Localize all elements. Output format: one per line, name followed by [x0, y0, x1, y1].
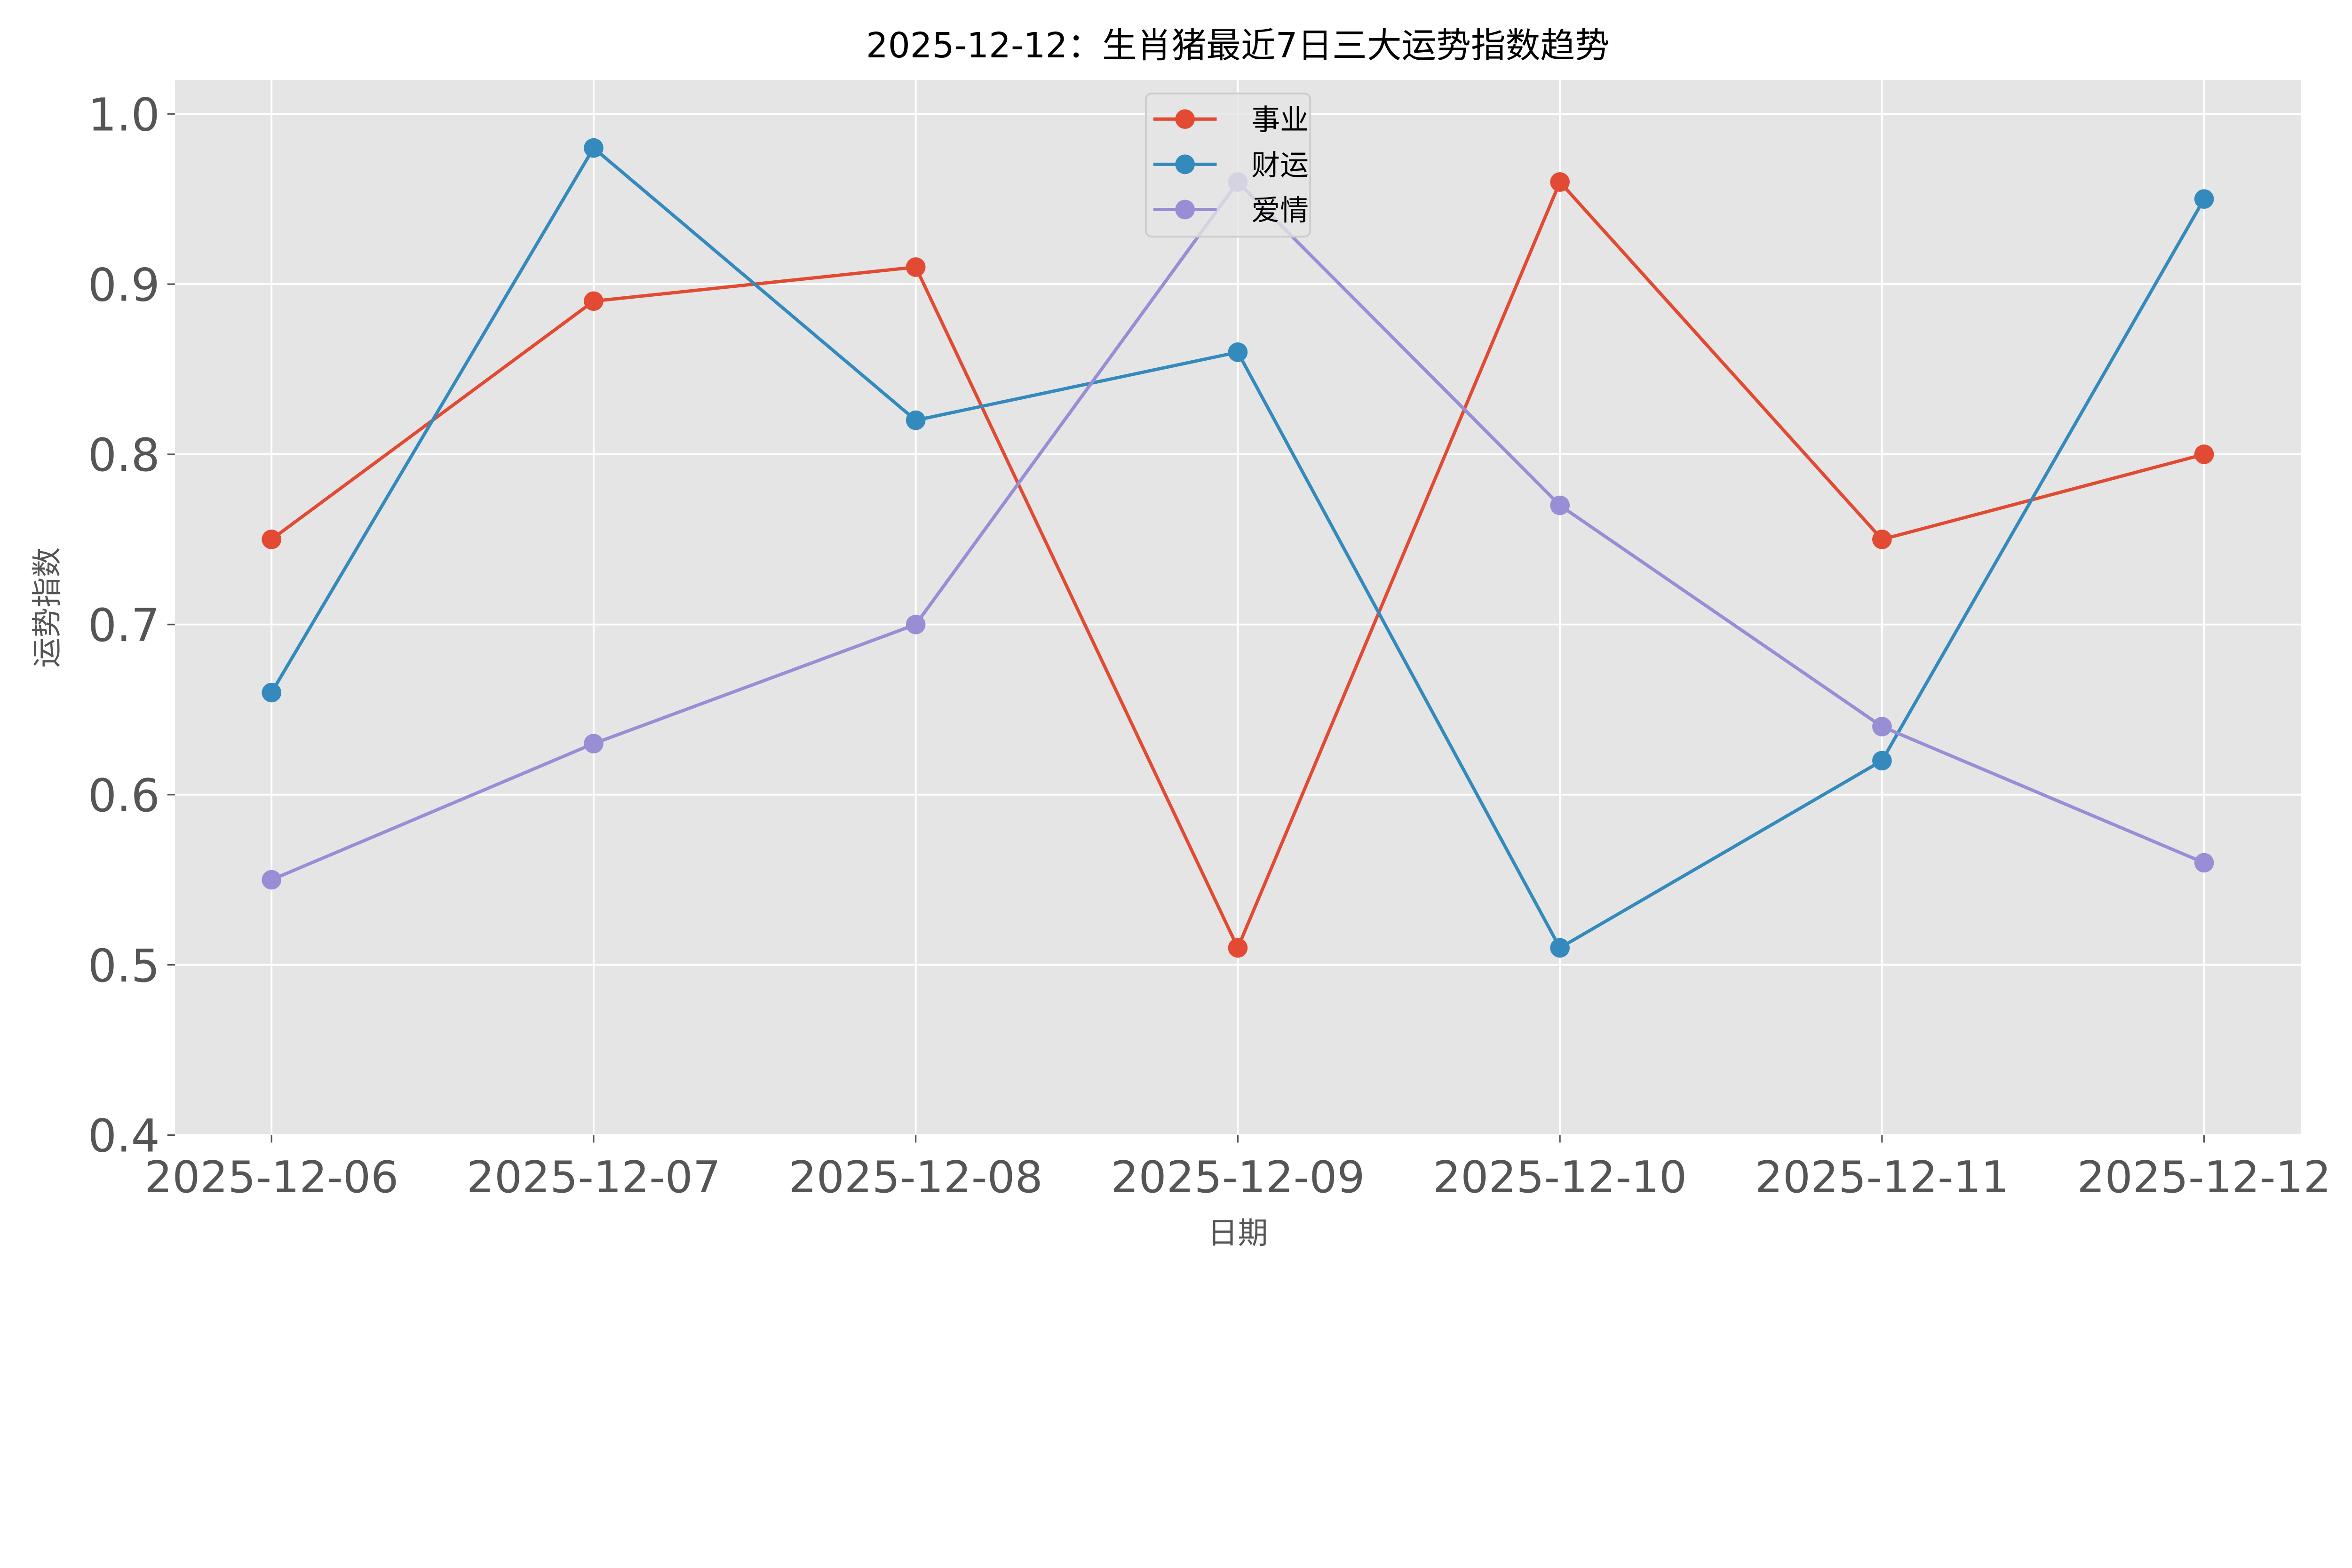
y-tick-label: 0.9	[88, 259, 160, 311]
data-point	[2194, 189, 2214, 209]
data-point	[262, 870, 282, 890]
data-point	[1872, 751, 1892, 771]
data-point	[1550, 495, 1570, 515]
legend-marker	[1175, 199, 1195, 220]
legend-label: 事业	[1251, 103, 1309, 137]
chart: 2025-12-12：生肖猪最近7日三大运势指数趋势 0.40.50.60.70…	[30, 26, 2331, 1251]
data-point	[906, 410, 926, 430]
y-axis-label: 运势指数	[30, 547, 65, 667]
legend-marker	[1175, 154, 1195, 174]
x-tick-label: 2025-12-06	[144, 1152, 398, 1203]
x-tick-label: 2025-12-11	[1755, 1152, 2009, 1203]
x-tick-label: 2025-12-10	[1433, 1152, 1687, 1203]
y-axis: 0.4 0.5 0.6 0.7 0.8 0.9 1.0	[88, 89, 175, 1163]
data-point	[584, 734, 604, 753]
y-tick-label: 0.4	[88, 1110, 160, 1163]
data-point	[1872, 530, 1892, 549]
data-point	[2194, 853, 2214, 873]
data-point	[906, 615, 926, 634]
x-tick-label: 2025-12-07	[467, 1152, 721, 1203]
y-tick-label: 0.8	[88, 429, 160, 482]
data-point	[1228, 938, 1248, 958]
legend-marker	[1175, 109, 1195, 129]
y-tick-label: 0.7	[88, 599, 160, 652]
x-tick-label: 2025-12-08	[789, 1152, 1043, 1203]
data-point	[906, 257, 926, 277]
x-axis-label: 日期	[1208, 1216, 1268, 1251]
data-point	[1872, 717, 1892, 736]
data-point	[584, 291, 604, 311]
x-tick-label: 2025-12-09	[1111, 1152, 1365, 1203]
data-point	[1550, 938, 1570, 958]
grid	[175, 79, 2301, 1136]
legend-label: 爱情	[1251, 194, 1309, 227]
data-point	[262, 530, 282, 549]
y-tick-label: 0.5	[88, 940, 160, 992]
x-tick-label: 2025-12-12	[2077, 1152, 2331, 1203]
data-point	[1228, 342, 1248, 362]
data-point	[2194, 444, 2214, 464]
y-tick-label: 1.0	[88, 89, 160, 142]
x-axis: 2025-12-06 2025-12-07 2025-12-08 2025-12-09…	[144, 1135, 2331, 1203]
chart-title: 2025-12-12：生肖猪最近7日三大运势指数趋势	[866, 26, 1610, 66]
legend-label: 财运	[1251, 149, 1309, 182]
y-tick-label: 0.6	[88, 769, 160, 822]
data-point	[262, 682, 282, 703]
data-point	[584, 138, 604, 158]
data-point	[1550, 172, 1570, 192]
